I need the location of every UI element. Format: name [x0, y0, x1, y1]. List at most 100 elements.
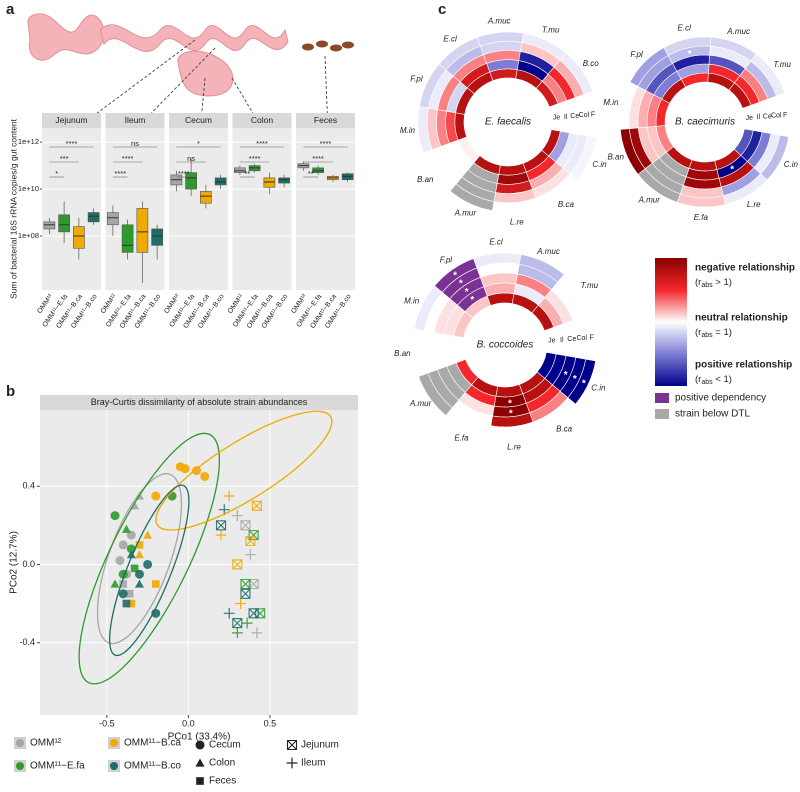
- point: [215, 529, 227, 541]
- point: [232, 559, 243, 570]
- significance-label: **: [308, 169, 314, 178]
- box: [87, 212, 100, 223]
- ring-label: Je: [553, 115, 561, 122]
- legend-symbol: [196, 777, 204, 785]
- small-intestine: [99, 24, 289, 52]
- point: [240, 578, 251, 590]
- strip: [40, 395, 358, 410]
- legend-label: OMM¹¹−B.ca: [124, 738, 181, 749]
- significance-label: ns: [187, 154, 195, 163]
- strain-label: C.in: [592, 160, 607, 169]
- significance-label: ****: [312, 154, 324, 163]
- point: [251, 627, 263, 639]
- significance-label: ****: [122, 154, 134, 163]
- significance-label: *: [55, 169, 58, 178]
- strain-label: B.ca: [558, 200, 575, 209]
- ring-label: F: [783, 112, 787, 119]
- strain-label: B.an: [607, 152, 624, 161]
- point: [118, 540, 128, 550]
- condition-part: (r: [695, 277, 701, 288]
- point: [122, 599, 131, 608]
- legend-label: strain below DTL: [675, 409, 750, 420]
- strain-label: A.muc: [726, 27, 750, 36]
- x-tick-label: -0.5: [99, 718, 115, 728]
- point: [134, 579, 144, 588]
- pellet: [316, 40, 328, 48]
- point: [200, 471, 210, 481]
- significance-star: *: [573, 374, 577, 385]
- ring-label: F: [591, 111, 595, 118]
- strain-label: M.in: [400, 126, 416, 135]
- strain-label: T.mu: [581, 281, 599, 290]
- significance-star: *: [509, 408, 513, 419]
- strain-label: E.fa: [694, 213, 709, 222]
- legend-symbol: [195, 758, 205, 767]
- point: [121, 524, 131, 533]
- box: [107, 212, 119, 226]
- pellet: [342, 41, 354, 49]
- point: [125, 589, 134, 598]
- point: [151, 491, 161, 501]
- point: [241, 617, 253, 629]
- point: [235, 598, 246, 609]
- strip: [232, 113, 292, 128]
- legend-label: Feces: [209, 776, 236, 787]
- legend-label: neutral relationship: [695, 313, 788, 324]
- point: [244, 549, 256, 561]
- legend-label: Ileum: [301, 758, 325, 769]
- arrow: [71, 39, 196, 133]
- legend-symbol: [286, 739, 298, 751]
- feces-pellets: [302, 40, 354, 52]
- y-tick-label: 1e+08: [18, 231, 39, 240]
- heatmap-cell: [557, 274, 592, 318]
- condition-part: < 1): [713, 374, 732, 385]
- legend-swatch: [655, 393, 669, 403]
- pellet: [302, 43, 314, 51]
- y-tick-label: 1e+12: [18, 137, 39, 146]
- box: [214, 177, 227, 186]
- color-scale: [655, 258, 687, 386]
- legend-label: OMM¹²: [30, 738, 62, 749]
- legend-swatch: [110, 762, 118, 770]
- point: [251, 500, 262, 511]
- legend-symbol: [195, 740, 205, 750]
- legend-swatch: [16, 762, 24, 770]
- strain-label: B.ca: [556, 424, 573, 433]
- box: [263, 177, 276, 188]
- y-axis-label: PCo2 (12.7%): [9, 531, 20, 594]
- point: [240, 588, 251, 599]
- point: [126, 530, 136, 540]
- y-axis-label: Sum of bacterial 16S rRNA copies/g gut c…: [8, 118, 18, 299]
- strip: [105, 113, 165, 128]
- significance-star: *: [453, 270, 457, 281]
- point: [240, 520, 251, 531]
- legend-swatch: [16, 739, 24, 747]
- legend-condition: (rabs = 1): [695, 327, 732, 339]
- heatmap-title: E. faecalis: [485, 117, 531, 128]
- panel-label: a: [6, 1, 15, 18]
- point: [130, 564, 139, 573]
- facet-title: Cecum: [185, 115, 212, 125]
- strain-label: F.pl: [440, 256, 453, 265]
- box: [73, 226, 85, 249]
- point: [143, 559, 153, 569]
- strain-label: T.mu: [542, 26, 560, 35]
- panel-background: [42, 128, 101, 290]
- point: [110, 579, 120, 588]
- strain-label: M.in: [603, 98, 619, 107]
- ring-label: F: [590, 334, 594, 341]
- y-tick-label: 0.0: [22, 559, 35, 569]
- significance-star: *: [730, 165, 734, 176]
- y-tick-label: -0.4: [19, 637, 35, 647]
- ring-label: Il: [564, 114, 568, 121]
- significance-star: *: [459, 279, 463, 290]
- pellet: [330, 44, 342, 52]
- ring-label: Ce: [570, 113, 579, 120]
- significance-label: ns: [131, 139, 139, 148]
- point: [231, 627, 243, 639]
- point: [223, 490, 235, 502]
- arrow: [324, 55, 329, 133]
- box: [234, 167, 246, 173]
- condition-sub: abs: [701, 282, 713, 289]
- strain-label: B.co: [583, 59, 600, 68]
